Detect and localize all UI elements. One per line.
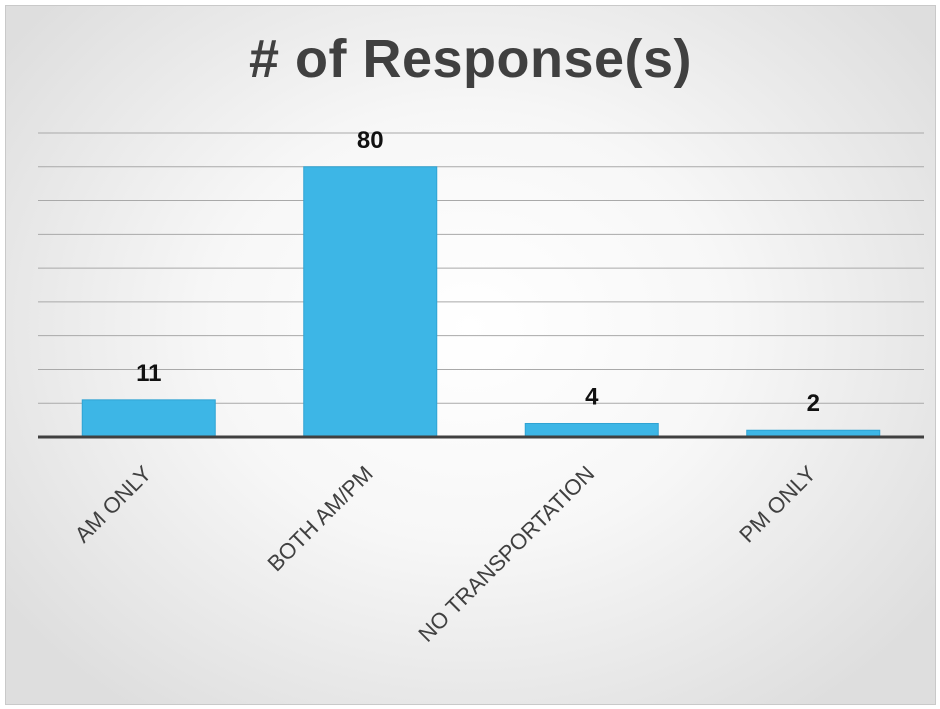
category-label-am-only: AM ONLY [70,461,157,548]
bars [81,166,881,438]
category-label-no-transportation: NO TRANSPORTATION [413,461,599,647]
chart-title: # of Response(s) [248,29,693,89]
bar-both-am-pm [303,166,438,438]
value-labels: 11 80 4 2 [136,127,820,417]
gridlines [38,132,924,404]
bar-no-transportation [524,422,659,438]
category-labels: AM ONLY BOTH AM/PM NO TRANSPORTATION PM ONL… [70,461,821,647]
category-label-pm-only: PM ONLY [734,461,821,548]
category-label-both-am-pm: BOTH AM/PM [262,461,377,576]
value-label-pm-only: 2 [807,390,820,417]
bar-chart-plot: 11 80 4 2 AM ONLY BOTH AM/PM NO TRANSPORTATIO… [38,127,924,647]
value-label-both-am-pm: 80 [357,127,384,154]
bar-am-only [81,399,216,438]
chart-frame: # of Response(s) 11 80 4 2 AM ONLY BOTH AM/P… [5,5,936,705]
value-label-am-only: 11 [136,360,161,387]
value-label-no-transportation: 4 [585,383,599,410]
